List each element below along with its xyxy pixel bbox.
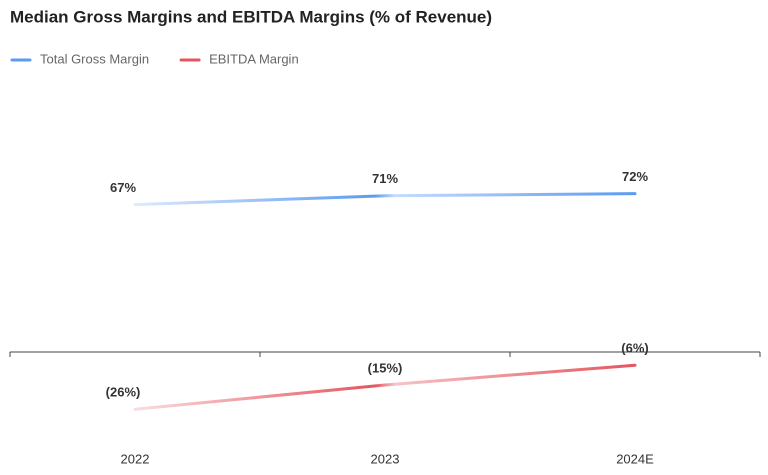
x-tick-label: 2024E <box>616 451 654 466</box>
series-line <box>133 363 637 411</box>
data-label: (26%) <box>106 385 141 400</box>
x-tick-label: 2022 <box>121 451 150 466</box>
data-label: (6%) <box>621 341 648 356</box>
data-label: (15%) <box>368 360 403 375</box>
data-label: 71% <box>372 171 398 186</box>
x-tick-label: 2023 <box>371 451 400 466</box>
series-line <box>133 192 637 207</box>
data-label: 67% <box>110 180 136 195</box>
data-label: 72% <box>622 169 648 184</box>
legend-label: Total Gross Margin <box>40 51 149 66</box>
chart-title: Median Gross Margins and EBITDA Margins … <box>10 7 492 26</box>
legend-label: EBITDA Margin <box>209 51 299 66</box>
